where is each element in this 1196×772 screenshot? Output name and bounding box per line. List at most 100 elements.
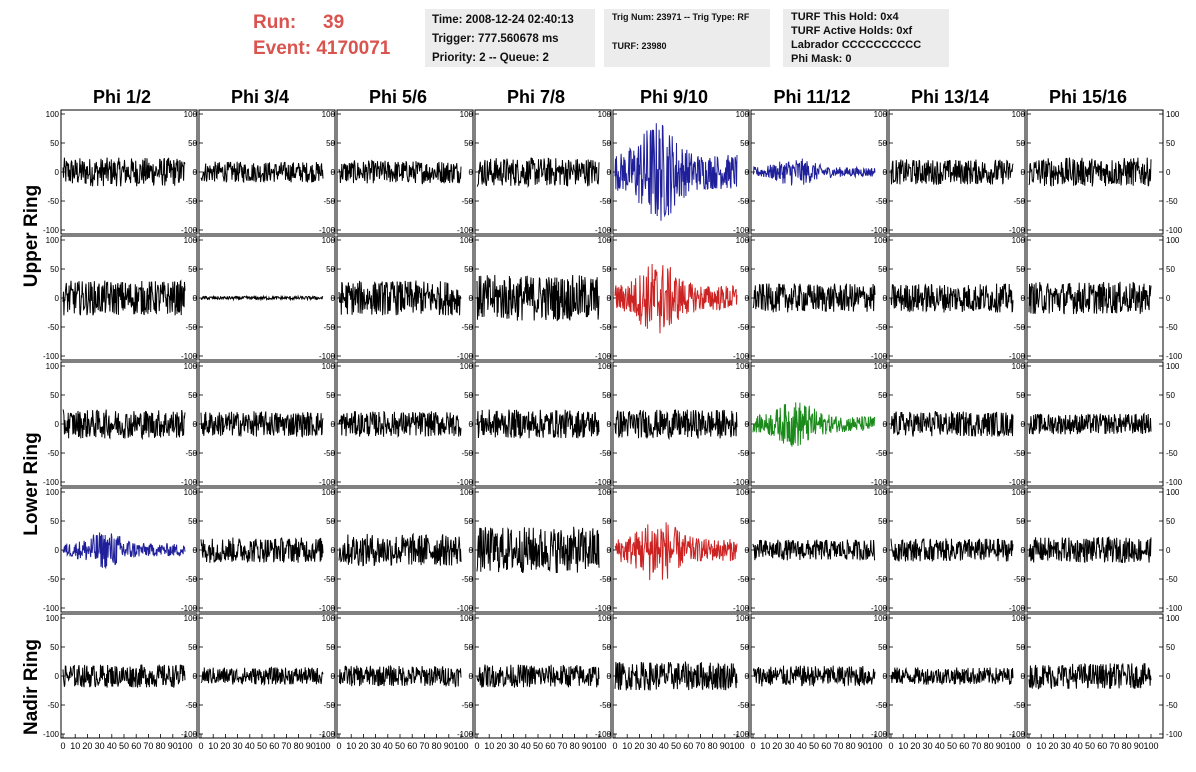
y-tick-label: -50 xyxy=(461,323,473,332)
y-tick-label: -50 xyxy=(47,701,59,710)
y-tick-label: -100 xyxy=(1009,604,1026,613)
y-tick-label: 0 xyxy=(469,546,474,555)
y-tick-label: -100 xyxy=(595,604,612,613)
y-tick-label: -50 xyxy=(599,449,611,458)
y-tick-label: 100 xyxy=(322,362,336,371)
x-tick-label: 100 xyxy=(177,741,192,751)
y-tick-label: -50 xyxy=(599,575,611,584)
x-tick-label: 60 xyxy=(821,741,831,751)
x-tick-label: 70 xyxy=(143,741,153,751)
x-tick-label: 80 xyxy=(1122,741,1132,751)
y-tick-label: 0 xyxy=(193,672,198,681)
y-tick-label: -100 xyxy=(1009,226,1026,235)
y-tick-label: 0 xyxy=(193,420,198,429)
x-tick-label: 60 xyxy=(683,741,693,751)
x-tick-label: 80 xyxy=(294,741,304,751)
y-tick-label: 50 xyxy=(740,265,749,274)
waveform-trace xyxy=(614,661,738,691)
y-tick-label: 0 xyxy=(745,294,750,303)
y-tick-label: 50 xyxy=(878,643,887,652)
y-tick-label: -50 xyxy=(47,449,59,458)
y-tick-label: 50 xyxy=(878,517,887,526)
trigger-text: Trigger: 777.560678 ms xyxy=(432,33,559,45)
y-tick-label: 0 xyxy=(745,420,750,429)
y-tick-label: 0 xyxy=(55,294,60,303)
y-tick-label-right: 100 xyxy=(1166,236,1180,245)
x-tick-label: 0 xyxy=(474,741,479,751)
y-tick-label: 100 xyxy=(46,236,60,245)
x-tick-label: 0 xyxy=(1026,741,1031,751)
x-tick-label: 10 xyxy=(760,741,770,751)
y-tick-label: 0 xyxy=(883,294,888,303)
y-tick-label: -100 xyxy=(181,226,198,235)
run-event-block: Run: 39 Event: 4170071 xyxy=(253,10,390,62)
y-tick-label-right: 50 xyxy=(1166,139,1175,148)
waveform-trace xyxy=(200,411,324,438)
waveform-trace xyxy=(62,279,186,316)
y-tick-label-right: 50 xyxy=(1166,517,1175,526)
y-tick-label: 0 xyxy=(607,672,612,681)
y-tick-label-right: 0 xyxy=(1166,420,1171,429)
y-tick-label: 50 xyxy=(188,139,197,148)
y-tick-label: 0 xyxy=(193,546,198,555)
column-title-phi-1-2: Phi 1/2 xyxy=(92,87,152,107)
y-tick-label: 50 xyxy=(602,265,611,274)
y-tick-label-right: -100 xyxy=(1166,478,1183,487)
x-tick-label: 90 xyxy=(582,741,592,751)
waveform-trace xyxy=(200,666,324,686)
y-tick-label: -100 xyxy=(871,352,888,361)
waveform-trace xyxy=(752,402,876,447)
y-tick-label: -100 xyxy=(733,478,750,487)
y-tick-label: 50 xyxy=(50,517,59,526)
x-tick-label: 90 xyxy=(996,741,1006,751)
x-tick-label: 10 xyxy=(484,741,494,751)
y-tick-label: 50 xyxy=(1016,391,1025,400)
y-tick-label: 50 xyxy=(188,517,197,526)
y-tick-label: -50 xyxy=(737,449,749,458)
x-tick-label: 60 xyxy=(959,741,969,751)
y-tick-label: 0 xyxy=(745,672,750,681)
y-tick-label: 0 xyxy=(607,168,612,177)
y-tick-label: -50 xyxy=(599,701,611,710)
y-tick-label: -100 xyxy=(871,478,888,487)
y-tick-label: -50 xyxy=(1013,197,1025,206)
y-tick-label: 100 xyxy=(874,488,888,497)
run-value: 39 xyxy=(323,12,345,33)
y-tick-label: 100 xyxy=(874,236,888,245)
y-tick-label: 50 xyxy=(50,391,59,400)
y-tick-label: -100 xyxy=(457,604,474,613)
y-tick-label: 50 xyxy=(326,643,335,652)
y-tick-label: 100 xyxy=(460,236,474,245)
y-tick-label: 0 xyxy=(331,546,336,555)
y-tick-label: 100 xyxy=(874,362,888,371)
y-tick-label: -100 xyxy=(181,478,198,487)
event-value: 4170071 xyxy=(316,38,391,59)
y-tick-label: 0 xyxy=(469,420,474,429)
x-tick-label: 40 xyxy=(107,741,117,751)
y-tick-label: 0 xyxy=(331,168,336,177)
y-tick-label: -100 xyxy=(1009,478,1026,487)
y-tick-label: 100 xyxy=(322,488,336,497)
trigger-info-box: Trig Num: 23971 -- Trig Type: RF TURF: 2… xyxy=(604,9,770,67)
y-tick-label: 50 xyxy=(326,265,335,274)
y-tick-label: -50 xyxy=(875,449,887,458)
x-tick-label: 20 xyxy=(910,741,920,751)
y-tick-label: 100 xyxy=(322,110,336,119)
x-tick-label: 100 xyxy=(867,741,882,751)
turf-text: TURF: 23980 xyxy=(612,41,667,51)
y-tick-label: 50 xyxy=(188,643,197,652)
y-tick-label: 50 xyxy=(188,265,197,274)
x-tick-label: 100 xyxy=(1005,741,1020,751)
y-tick-label: 100 xyxy=(874,110,888,119)
y-tick-label: 50 xyxy=(740,139,749,148)
y-tick-label: -100 xyxy=(43,226,60,235)
x-tick-label: 10 xyxy=(346,741,356,751)
y-tick-label: 50 xyxy=(1016,517,1025,526)
run-label: Run: xyxy=(253,12,297,33)
y-tick-label: 50 xyxy=(878,139,887,148)
y-tick-label: 50 xyxy=(464,517,473,526)
waveform-trace xyxy=(614,123,738,221)
column-title-phi-7-8: Phi 7/8 xyxy=(506,87,566,107)
column-title-phi-11-12: Phi 11/12 xyxy=(773,87,851,107)
y-tick-label-right: 0 xyxy=(1166,294,1171,303)
